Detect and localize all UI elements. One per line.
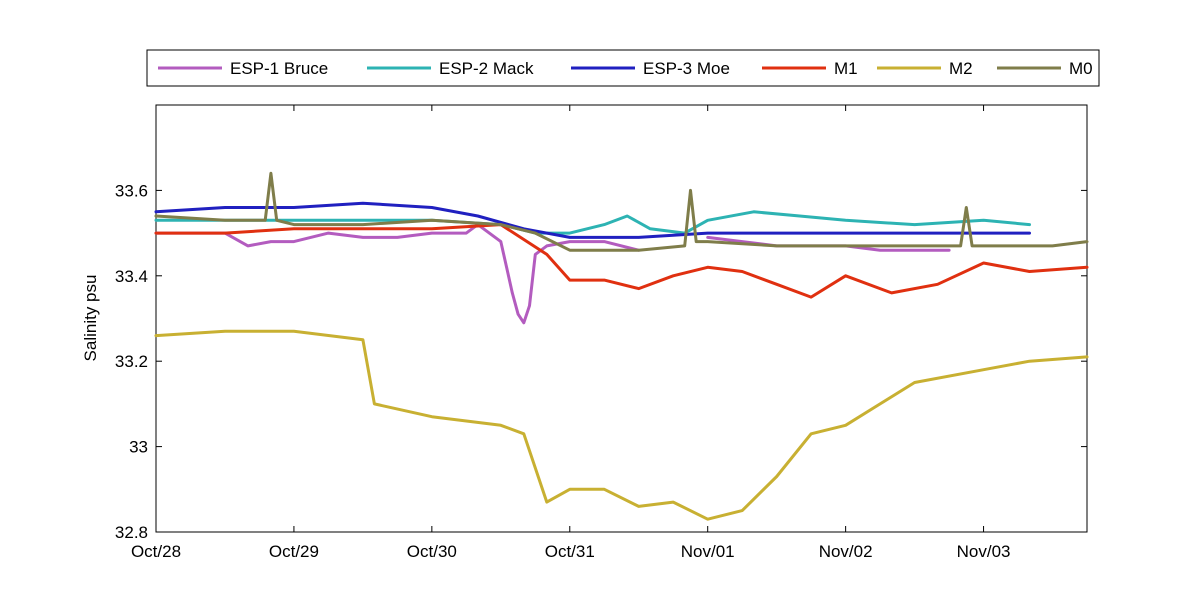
x-tick-label: Nov/03 <box>957 542 1011 561</box>
x-tick-label: Oct/29 <box>269 542 319 561</box>
legend-label: ESP-3 Moe <box>643 59 730 78</box>
series-line-m2 <box>154 329 1089 521</box>
legend-label: M2 <box>949 59 973 78</box>
y-tick-label: 33.2 <box>115 352 148 371</box>
y-axis: 32.8 33 33.2 33.4 33.6 <box>115 181 1087 542</box>
x-tick-label: Oct/28 <box>131 542 181 561</box>
y-tick-label: 33.4 <box>115 267 148 286</box>
x-tick-label: Oct/31 <box>545 542 595 561</box>
legend-label: M0 <box>1069 59 1093 78</box>
y-tick-label: 32.8 <box>115 523 148 542</box>
series-lines <box>154 171 1089 521</box>
legend-label: ESP-2 Mack <box>439 59 534 78</box>
y-axis-title: Salinity psu <box>81 275 100 362</box>
series-line-esp-1-bruce <box>154 223 641 325</box>
legend: ESP-1 Bruce ESP-2 Mack ESP-3 Moe M1 M2 M0 <box>146 49 1100 87</box>
series-line-m0 <box>154 171 1089 252</box>
y-tick-label: 33 <box>129 438 148 457</box>
legend-label: M1 <box>834 59 858 78</box>
legend-label: ESP-1 Bruce <box>230 59 328 78</box>
x-tick-label: Oct/30 <box>407 542 457 561</box>
x-tick-label: Nov/02 <box>819 542 873 561</box>
plot-area-frame <box>155 104 1088 533</box>
x-tick-label: Nov/01 <box>681 542 735 561</box>
series-line-m1 <box>154 223 1089 299</box>
y-tick-label: 33.6 <box>115 181 148 200</box>
series-line-esp-3-moe <box>154 201 1031 239</box>
x-axis: Oct/28 Oct/29 Oct/30 Oct/31 Nov/01 Nov/02 Nov/… <box>131 105 1011 561</box>
series-line-esp-2-mack <box>154 210 1031 235</box>
